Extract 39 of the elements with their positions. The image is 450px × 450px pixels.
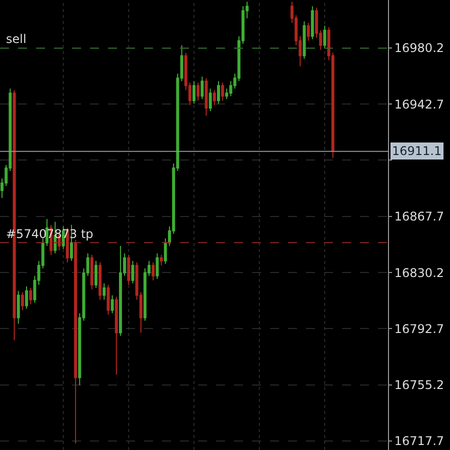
candlestick <box>160 254 163 266</box>
candlestick <box>74 239 78 444</box>
candlestick <box>131 260 134 284</box>
candlestick <box>20 292 24 311</box>
ref-line-label: sell <box>6 32 26 46</box>
candlestick <box>25 286 28 310</box>
candlestick <box>118 245 122 336</box>
y-tick-label: 16830.2 <box>394 266 444 280</box>
candlestick <box>200 76 204 100</box>
candlestick <box>192 80 196 104</box>
candlestick <box>110 294 114 314</box>
candlestick <box>306 22 310 42</box>
y-tick-label: 16980.2 <box>394 41 444 56</box>
ref-line-label: 16911.1 <box>392 144 442 158</box>
candlestick <box>302 20 306 60</box>
candlestick <box>310 6 314 40</box>
candlestick <box>90 254 94 290</box>
y-tick-label: 16717.7 <box>394 434 444 448</box>
candlestick <box>114 296 118 376</box>
y-tick-label: 16942.7 <box>394 97 444 112</box>
candlestick <box>156 252 159 280</box>
candlestick <box>217 80 220 104</box>
candlestick <box>106 284 110 316</box>
candlestick <box>323 25 326 49</box>
candlestick <box>212 90 216 106</box>
y-tick-label: 16792.7 <box>394 322 444 336</box>
candlestick <box>204 78 208 116</box>
y-tick-label: 16755.2 <box>394 378 444 392</box>
candlestick <box>98 262 102 300</box>
candlestick <box>102 282 106 300</box>
y-tick-label: 16867.7 <box>394 210 444 224</box>
candlestick <box>94 260 98 288</box>
candlestick <box>152 262 155 281</box>
candlestick <box>196 82 200 102</box>
candlestick <box>221 82 224 102</box>
candlestick <box>208 88 212 112</box>
candlestick <box>127 254 130 286</box>
candlestick <box>16 290 20 324</box>
candlestick <box>29 287 32 305</box>
